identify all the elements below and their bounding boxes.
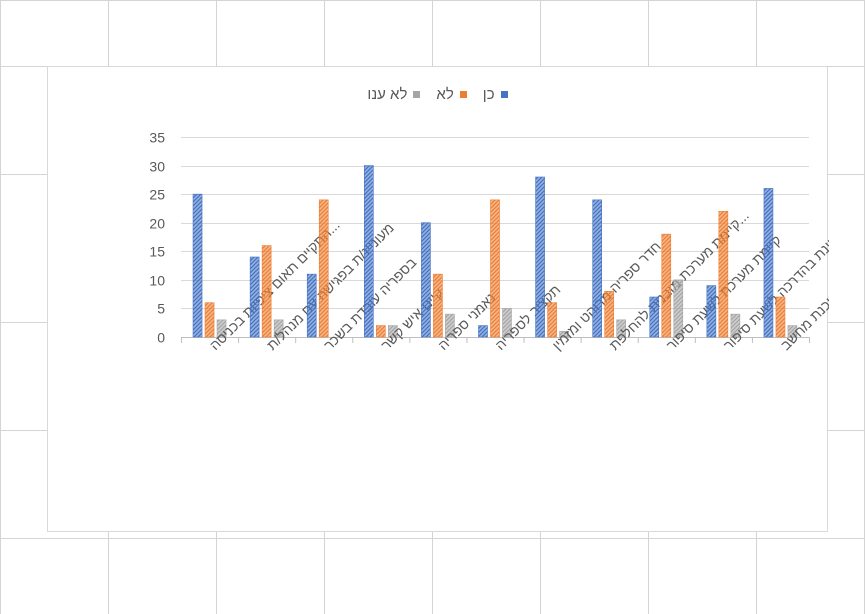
bar-0-9 — [706, 285, 717, 338]
bar-1-3 — [376, 325, 386, 338]
bar-2-7 — [616, 319, 626, 338]
bar-1-1 — [261, 245, 272, 338]
legend-item-2: לא ענו — [367, 86, 421, 103]
bar-2-0 — [216, 319, 227, 338]
bar-1-10 — [775, 296, 786, 338]
bar-0-4 — [421, 222, 431, 338]
bar-1-4 — [433, 273, 443, 338]
bar-0-7 — [592, 199, 602, 338]
bar-0-3 — [364, 165, 374, 338]
bar-2-8 — [673, 279, 684, 338]
legend-swatch-2 — [413, 91, 421, 98]
y-tick-label-2: 10 — [149, 273, 165, 289]
bar-0-2 — [306, 273, 317, 338]
y-tick-label-4: 20 — [149, 216, 165, 232]
legend: כן לא לא ענו — [48, 86, 827, 103]
bar-2-9 — [730, 313, 741, 338]
bar-1-2 — [318, 199, 329, 338]
legend-swatch-1 — [459, 91, 467, 98]
bar-0-6 — [535, 176, 545, 338]
y-tick-label-0: 0 — [157, 330, 165, 346]
legend-swatch-0 — [500, 91, 508, 98]
y-tick-label-7: 35 — [149, 130, 165, 146]
bar-1-9 — [718, 210, 729, 338]
bar-2-4 — [445, 313, 455, 338]
bar-2-6 — [559, 330, 569, 338]
y-tick-label-6: 30 — [149, 159, 165, 175]
bar-0-8 — [649, 296, 660, 338]
bar-2-1 — [273, 319, 284, 338]
bar-1-8 — [661, 233, 672, 338]
y-tick-label-5: 25 — [149, 187, 165, 203]
bar-2-10 — [787, 325, 798, 338]
legend-label-0: כן — [482, 86, 495, 103]
legend-item-1: לא — [436, 86, 467, 103]
y-tick-label-1: 5 — [157, 301, 165, 317]
bar-2-3 — [388, 325, 398, 338]
bar-1-6 — [547, 302, 557, 338]
legend-item-0: כן — [483, 86, 508, 103]
bar-0-5 — [478, 325, 488, 338]
bar-1-0 — [204, 302, 215, 338]
x-tick-label-4: נאמני ספריה — [435, 289, 499, 353]
bar-0-10 — [763, 188, 774, 338]
bar-2-5 — [502, 308, 512, 338]
legend-label-1: לא — [436, 86, 454, 103]
bar-0-0 — [192, 193, 203, 338]
y-tick-label-3: 15 — [149, 244, 165, 260]
legend-label-2: לא ענו — [367, 86, 408, 103]
bar-1-5 — [490, 199, 500, 338]
bar-0-1 — [249, 256, 260, 338]
bar-1-7 — [604, 290, 614, 338]
